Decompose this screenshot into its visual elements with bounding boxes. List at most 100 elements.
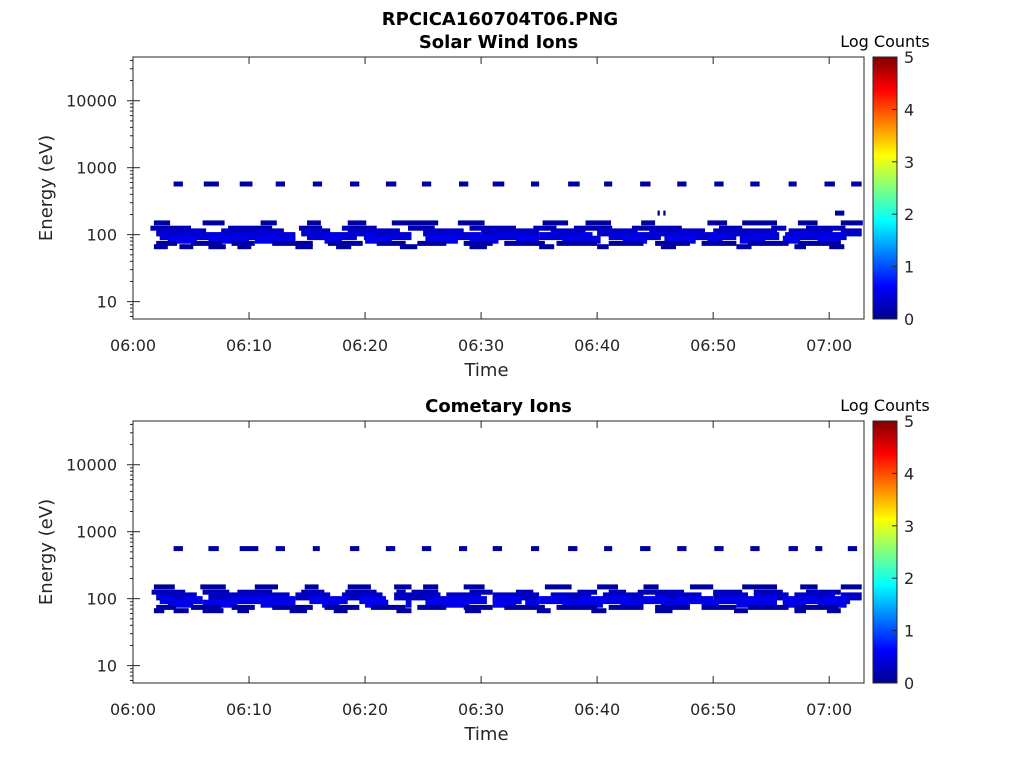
data-cell (336, 244, 352, 250)
data-cell (824, 181, 835, 187)
x-tick-label: 06:00 (110, 336, 156, 355)
data-cell (173, 608, 189, 614)
data-cell (677, 181, 687, 187)
data-cell (327, 240, 363, 246)
colorbar-tick-label: 0 (904, 310, 914, 329)
data-cell (785, 232, 847, 241)
data-cell (573, 225, 613, 231)
data-cell (701, 240, 737, 246)
data-cell (345, 589, 377, 595)
data-cell (608, 240, 644, 246)
data-cell (405, 599, 412, 608)
plot-area (133, 421, 864, 683)
data-cell (800, 584, 818, 590)
data-cell (794, 604, 839, 610)
x-tick-label: 07:00 (806, 700, 852, 719)
x-tick-label: 06:00 (110, 700, 156, 719)
data-cell (275, 546, 285, 552)
data-cell (408, 225, 435, 231)
y-axis-label: Energy (eV) (36, 135, 57, 241)
y-axis-label: Energy (eV) (36, 499, 57, 605)
data-cell (544, 584, 572, 590)
data-cell (324, 604, 360, 610)
data-cell (464, 608, 482, 614)
data-cell (333, 608, 348, 614)
data-cell (350, 181, 360, 187)
data-cell (179, 244, 194, 250)
data-cell (159, 232, 174, 241)
colorbar-tick-label: 0 (904, 674, 914, 693)
data-cell (394, 592, 441, 601)
data-cell (748, 604, 789, 610)
data-cell (631, 225, 682, 231)
x-axis-label: Time (463, 360, 508, 381)
data-cell (539, 244, 555, 250)
data-cell (641, 220, 656, 226)
data-cell (228, 225, 273, 231)
data-cell (463, 604, 493, 610)
data-cell (370, 604, 406, 610)
data-cell (254, 235, 296, 244)
data-cell (167, 235, 197, 244)
data-cell (643, 584, 659, 590)
colorbar-tick-label: 2 (904, 569, 914, 588)
data-cell (714, 546, 724, 552)
data-cell (202, 589, 230, 595)
colorbar-tick-label: 5 (904, 48, 914, 67)
data-cell (794, 608, 806, 614)
data-cell (655, 604, 690, 610)
spectrogram-data (151, 546, 862, 614)
y-tick-label: 100 (86, 226, 117, 245)
data-cell (742, 584, 777, 590)
data-cell (739, 235, 766, 244)
data-cell (156, 592, 197, 601)
panel-solar-wind-ions: Solar Wind Ions 06:00 06:10 06:20 06:30 06:40… (36, 32, 930, 381)
data-cell (622, 235, 648, 244)
data-cell (713, 589, 743, 595)
panel-cometary-ions: Cometary Ions 06:00 06:10 06:20 06:30 06:40 06… (36, 396, 930, 745)
data-cell (307, 220, 321, 226)
y-tick-label: 10 (97, 657, 117, 676)
colorbar-tick-label: 3 (904, 153, 914, 172)
x-tick-label: 06:40 (574, 700, 620, 719)
data-cell (794, 244, 806, 250)
data-cell (556, 240, 598, 246)
data-cell (829, 244, 845, 250)
data-cell (585, 220, 611, 226)
colorbar-tick-label: 5 (904, 412, 914, 431)
data-cell (202, 608, 224, 614)
data-cell (666, 232, 737, 241)
data-cell (597, 584, 618, 590)
data-cell (191, 604, 222, 610)
x-tick-label: 06:20 (342, 700, 388, 719)
x-tick-label: 06:50 (690, 700, 736, 719)
data-cell (568, 181, 580, 187)
data-cell (159, 596, 174, 605)
y-tick-label: 1000 (76, 523, 117, 542)
data-cell (254, 584, 278, 590)
data-cell (341, 225, 377, 231)
data-cell (411, 589, 439, 595)
colorbar-tick-label: 1 (904, 622, 914, 641)
x-tick-label: 06:50 (690, 336, 736, 355)
data-cell (237, 608, 249, 614)
data-cell (469, 589, 493, 595)
data-cell (677, 546, 687, 552)
data-cell (734, 608, 748, 614)
data-cell (191, 240, 223, 246)
data-cell (203, 181, 219, 187)
data-cell (714, 181, 724, 187)
data-cell (663, 210, 666, 216)
data-cell (153, 244, 168, 250)
data-cell (153, 220, 171, 226)
data-cell (457, 220, 485, 226)
data-cell (469, 225, 516, 231)
data-cell (817, 599, 847, 608)
data-cell (492, 599, 516, 608)
data-cell (421, 181, 432, 187)
data-cell (347, 584, 371, 590)
data-cell (655, 608, 673, 614)
data-cell (469, 235, 499, 244)
plot-area (133, 57, 864, 319)
data-cell (826, 608, 841, 614)
